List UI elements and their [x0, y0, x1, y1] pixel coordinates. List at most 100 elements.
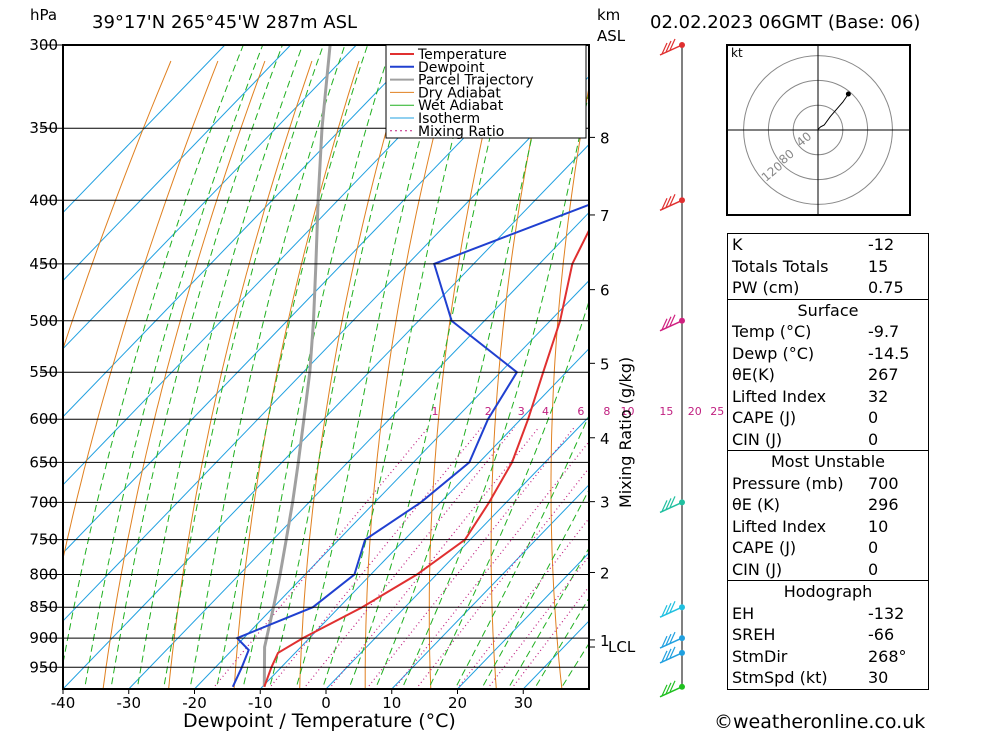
- index-row: Temp (°C) -9.7: [728, 321, 928, 343]
- isotherm: [457, 552, 589, 689]
- index-row: Lifted Index 32: [728, 386, 928, 408]
- index-row: EH -132: [728, 603, 928, 625]
- pressure-label: 800: [29, 566, 58, 584]
- location-title: 39°17'N 265°45'W 287m ASL: [92, 12, 357, 33]
- wind-barb: [659, 194, 683, 211]
- hodograph-trace: [817, 93, 849, 131]
- km-label: 3: [600, 494, 610, 512]
- dry-adiabat: [63, 60, 172, 351]
- index-label: PW (cm): [732, 278, 800, 297]
- x-tick-label: -20: [182, 694, 207, 712]
- index-label: K: [732, 235, 743, 254]
- pressure-label: 900: [29, 629, 58, 647]
- index-value: 700: [868, 473, 899, 493]
- isotherm: [63, 75, 589, 622]
- dry-adiabat: [233, 60, 360, 689]
- pressure-label: 850: [29, 598, 58, 616]
- legend-label: Mixing Ratio: [418, 124, 504, 140]
- index-row: StmDir 268°: [728, 646, 928, 668]
- index-value: 32: [868, 386, 889, 406]
- hodograph-section: Hodograph EH -132 SREH -66 StmDir 268° StmS…: [728, 580, 928, 689]
- pressure-label: 700: [29, 493, 58, 511]
- dry-adiabat: [102, 60, 266, 689]
- temperature-line: [263, 228, 589, 688]
- index-label: Temp (°C): [732, 322, 812, 341]
- index-row: θE(K) 267: [728, 364, 928, 386]
- index-label: Dewp (°C): [732, 343, 815, 363]
- dry-adiabat: [299, 60, 407, 689]
- mixing-ratio-label: 8: [603, 405, 610, 418]
- mixing-ratio-label: 15: [659, 405, 673, 418]
- mixing-ratio-line: [486, 555, 589, 689]
- wet-adiabat: [533, 597, 589, 689]
- index-label: Totals Totals: [732, 256, 829, 276]
- isotherm: [391, 484, 589, 689]
- section-title: Surface: [797, 300, 859, 320]
- pressure-label: 950: [29, 658, 58, 676]
- index-row: Pressure (mb) 700: [728, 473, 928, 495]
- wind-barb: [659, 38, 683, 56]
- mixing-ratio-line: [268, 426, 483, 689]
- copyright: ©weatheronline.co.uk: [714, 711, 925, 733]
- wet-adiabat: [401, 90, 589, 689]
- index-row: CAPE (J) 0: [728, 537, 928, 559]
- index-label: SREH: [732, 625, 776, 644]
- x-tick-label: -10: [248, 694, 273, 712]
- pressure-label: 300: [29, 36, 58, 54]
- dewpoint-line: [231, 203, 589, 688]
- section-title: Most Unstable: [771, 452, 885, 471]
- isotherm: [194, 279, 589, 689]
- pressure-label: 750: [29, 531, 58, 549]
- index-label: StmDir: [732, 646, 788, 666]
- index-label: CAPE (J): [732, 538, 797, 557]
- km-label: 1: [600, 632, 610, 650]
- index-label: CIN (J): [732, 559, 783, 579]
- index-label: Pressure (mb): [732, 473, 844, 493]
- pressure-label: 500: [29, 312, 58, 330]
- mixing-ratio-label: 2: [485, 405, 492, 418]
- mixing-ratio-label: 25: [710, 405, 724, 418]
- wet-adiabat: [507, 547, 589, 689]
- index-row-k: K -12: [728, 234, 928, 256]
- index-value: -132: [868, 603, 905, 623]
- mixing-ratio-line: [366, 426, 575, 689]
- dry-adiabat: [923, 61, 1000, 689]
- dry-adiabat: [63, 60, 219, 561]
- legend-label: Dry Adiabat: [418, 85, 501, 101]
- lcl-label: LCL: [608, 638, 636, 656]
- mixing-ratio-line: [393, 440, 589, 689]
- most-unstable-section: Most Unstable Pressure (mb) 700 θE (K) 296…: [728, 450, 928, 580]
- index-row: Dewp (°C) -14.5: [728, 343, 928, 365]
- index-value: 268°: [868, 646, 907, 666]
- index-label: CAPE (J): [732, 408, 797, 427]
- km-label: 4: [600, 430, 610, 448]
- hpa-label: hPa: [30, 6, 57, 24]
- dry-adiabat: [428, 60, 501, 689]
- index-row: CAPE (J) 0: [728, 407, 928, 429]
- wet-adiabat: [268, 45, 418, 689]
- km-label: 2: [600, 564, 610, 582]
- mixing-ratio-label: 4: [542, 405, 549, 418]
- hodograph-point: [845, 91, 851, 97]
- mixing-ratio-line: [328, 426, 540, 689]
- surface-section: Surface Temp (°C) -9.7 Dewp (°C) -14.5 θE(…: [728, 298, 928, 451]
- mixing-ratio-label: 10: [621, 405, 635, 418]
- dry-adiabat: [364, 60, 454, 689]
- x-tick-label: 10: [382, 694, 401, 712]
- index-label: CIN (J): [732, 429, 783, 449]
- index-value: 30: [868, 668, 889, 687]
- isotherm: [63, 45, 423, 418]
- mixing-ratio-label: 20: [688, 405, 702, 418]
- index-value: 0.75: [868, 278, 904, 297]
- km-label: 7: [600, 207, 610, 225]
- index-value: 15: [868, 256, 889, 276]
- x-tick-label: 30: [514, 694, 533, 712]
- index-value: -14.5: [868, 343, 910, 363]
- index-label: Lifted Index: [732, 386, 827, 406]
- index-row-tt: Totals Totals 15: [728, 256, 928, 278]
- km-label: 5: [600, 355, 610, 373]
- wind-barb-column: [659, 38, 685, 698]
- legend-label: Isotherm: [418, 111, 480, 127]
